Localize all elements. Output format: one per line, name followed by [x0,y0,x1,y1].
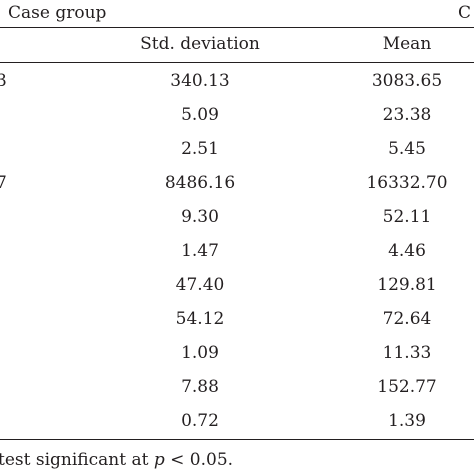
std-value: 8486.16 [164,173,236,193]
std-value: 47.40 [175,275,225,295]
std-value: 9.30 [181,207,219,227]
mean-value: 72.64 [382,309,432,329]
std-value: 7.88 [181,377,219,397]
mean-value: 16332.70 [366,173,448,193]
table-bottom-rule [0,439,474,440]
control-group-header-fragment: C [458,3,472,23]
std-value: 2.51 [181,139,219,159]
mean-value: 52.11 [382,207,432,227]
row-label-fragment: 7 [0,173,7,193]
footnote-suffix: < 0.05. [164,450,234,470]
mean-header: Mean [382,34,432,54]
std-value: 54.12 [175,309,225,329]
std-value: 0.72 [181,411,219,431]
std-value: 5.09 [181,105,219,125]
mean-value: 5.45 [388,139,426,159]
footnote-variable: p [153,450,165,470]
column-header-rule [0,62,474,63]
std-deviation-header: Std. deviation [140,34,260,54]
mean-value: 1.39 [388,411,426,431]
mean-value: 23.38 [382,105,432,125]
std-value: 1.47 [181,241,219,261]
mean-value: 4.46 [388,241,426,261]
footnote-prefix: test significant at [0,450,154,470]
mean-value: 129.81 [377,275,437,295]
case-group-header: Case group [8,3,107,23]
table-footnote: test significant at p < 0.05. [0,450,233,470]
std-value: 1.09 [181,343,219,363]
mean-value: 3083.65 [371,71,443,91]
mean-value: 152.77 [377,377,437,397]
mean-value: 11.33 [382,343,432,363]
std-value: 340.13 [170,71,230,91]
group-header-rule [0,27,474,28]
row-label-fragment: 3 [0,71,7,91]
